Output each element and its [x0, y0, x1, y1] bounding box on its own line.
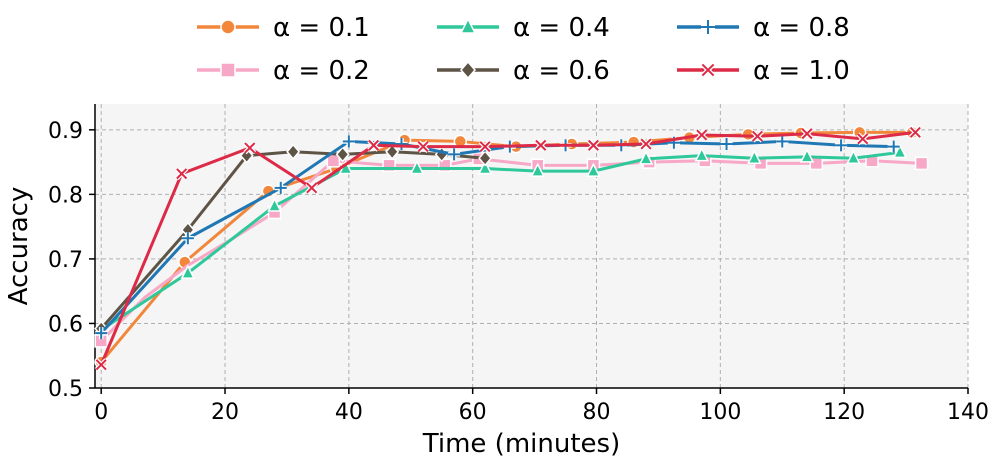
data-point — [908, 126, 922, 139]
data-point — [395, 138, 408, 151]
data-point — [286, 143, 301, 160]
y-tick-label: 0.9 — [48, 119, 83, 144]
data-point-stroke — [176, 168, 188, 180]
data-point — [478, 140, 492, 153]
data-point-stroke — [751, 130, 763, 142]
data-point — [243, 141, 257, 155]
legend-label: α = 0.1 — [273, 13, 370, 43]
legend-label: α = 0.8 — [753, 13, 850, 43]
data-point — [416, 140, 430, 153]
data-point-stroke — [368, 139, 380, 151]
data-point — [305, 181, 319, 195]
legend-item: α = 0.4 — [437, 13, 610, 43]
x-tick-label: 120 — [823, 400, 865, 425]
data-point — [478, 150, 493, 167]
data-point-stroke — [640, 138, 652, 150]
data-point-stroke — [701, 63, 715, 77]
legend-label: α = 1.0 — [753, 56, 850, 86]
data-point — [835, 139, 848, 152]
data-point-stroke — [587, 139, 599, 151]
data-point — [460, 60, 476, 80]
data-point — [800, 127, 814, 141]
series-line — [99, 150, 902, 332]
y-tick-label: 0.6 — [48, 312, 83, 337]
data-point-stroke — [909, 126, 921, 138]
data-point — [638, 150, 654, 165]
data-point — [695, 128, 709, 142]
x-tick-label: 100 — [699, 400, 741, 425]
x-tick-label: 60 — [459, 400, 487, 425]
y-axis-label: Accuracy — [4, 187, 34, 306]
legend-item: α = 0.8 — [677, 13, 850, 43]
y-tick-label: 0.5 — [48, 377, 83, 402]
data-point — [776, 135, 789, 148]
x-tick-label: 20 — [211, 400, 239, 425]
data-point — [530, 162, 545, 177]
data-point — [94, 358, 108, 372]
legend-item: α = 0.6 — [437, 56, 610, 86]
data-point — [887, 140, 900, 153]
data-point — [747, 149, 762, 164]
data-point — [846, 149, 861, 164]
x-tick-label: 140 — [947, 400, 989, 425]
data-point-stroke — [535, 139, 547, 151]
data-point — [701, 20, 715, 34]
data-point — [385, 143, 400, 160]
data-point — [409, 159, 425, 175]
data-point — [700, 62, 716, 78]
data-point — [181, 232, 194, 245]
legend-label: α = 0.4 — [513, 13, 610, 43]
data-point — [856, 132, 870, 146]
data-point — [892, 143, 908, 159]
x-tick-label: 40 — [335, 400, 363, 425]
data-point — [220, 19, 236, 35]
data-point — [95, 327, 108, 340]
data-point — [587, 138, 600, 152]
data-point — [175, 167, 189, 181]
data-point — [180, 264, 196, 279]
x-axis-label: Time (minutes) — [422, 429, 620, 459]
data-point-stroke — [479, 141, 491, 153]
data-point — [694, 146, 709, 162]
data-point — [220, 62, 236, 78]
data-point — [367, 138, 381, 152]
data-point — [751, 129, 764, 143]
legend-item: α = 1.0 — [677, 56, 850, 86]
data-point — [239, 147, 254, 164]
data-point — [335, 146, 350, 163]
x-tick-label: 80 — [583, 400, 611, 425]
data-point — [477, 159, 493, 175]
data-point — [914, 156, 929, 171]
data-point — [586, 162, 601, 177]
series-2 — [93, 143, 908, 336]
data-point-stroke — [244, 142, 256, 154]
data-point — [274, 181, 287, 194]
legend-label: α = 0.6 — [513, 56, 610, 86]
data-point — [459, 17, 477, 34]
legend-item: α = 0.1 — [197, 13, 370, 43]
data-point-stroke — [95, 359, 107, 371]
data-point-stroke — [306, 182, 318, 194]
data-point — [448, 148, 461, 161]
data-point — [534, 138, 548, 152]
data-point-stroke — [417, 141, 429, 153]
data-point — [342, 135, 355, 148]
data-point-stroke — [857, 133, 869, 145]
y-tick-label: 0.7 — [48, 248, 83, 273]
series-line — [99, 150, 487, 331]
data-point — [720, 138, 733, 151]
data-point — [267, 197, 282, 212]
legend-label: α = 0.2 — [273, 56, 370, 86]
x-tick-label: 0 — [94, 400, 108, 425]
data-point — [639, 137, 653, 151]
legend-item: α = 0.2 — [197, 56, 370, 86]
data-point — [799, 148, 815, 163]
data-point-stroke — [801, 128, 813, 140]
legend: α = 0.1 α = 0.2 α = 0.4 α = 0.6 α = 0.8 α = 1… — [197, 13, 850, 86]
data-point-stroke — [696, 129, 708, 141]
series-5 — [94, 126, 922, 372]
y-tick-label: 0.8 — [48, 183, 83, 208]
